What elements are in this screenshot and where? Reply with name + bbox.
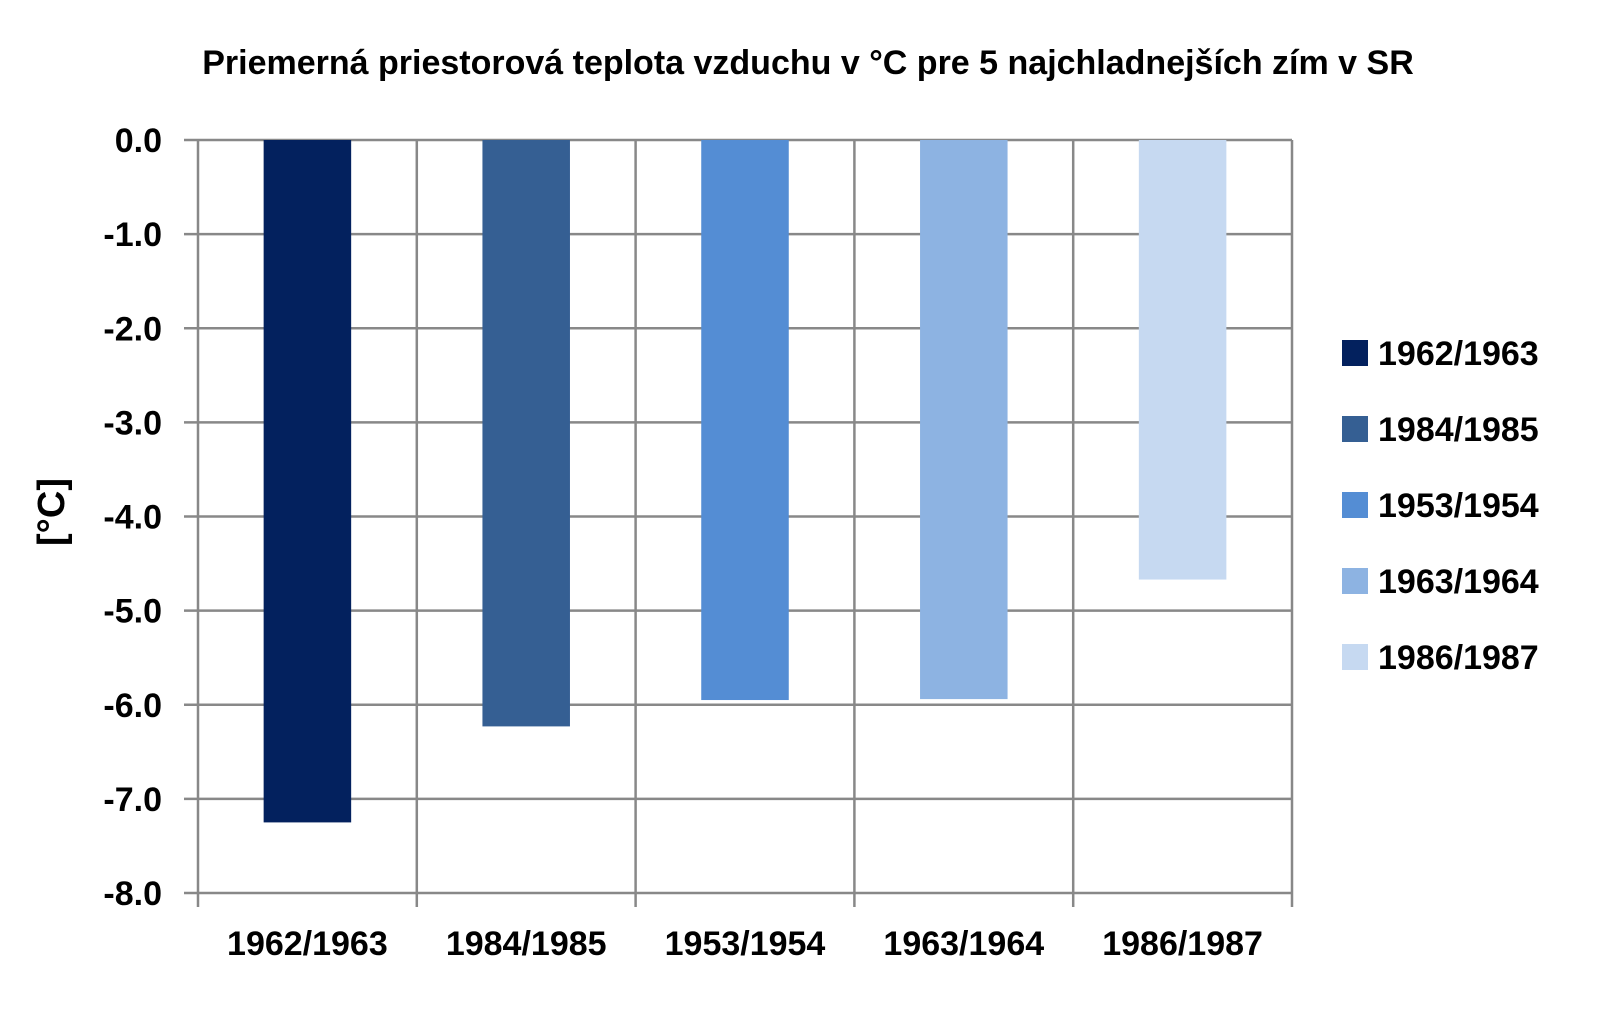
legend-swatch (1342, 492, 1368, 518)
y-tick-label: -6.0 (103, 687, 162, 725)
y-tick-label: -1.0 (103, 216, 162, 254)
y-tick-label: -4.0 (103, 499, 162, 537)
legend-swatch (1342, 568, 1368, 594)
y-tick-label: -8.0 (103, 875, 162, 913)
legend-label: 1986/1987 (1378, 639, 1539, 677)
y-axis-label: [°C] (31, 478, 73, 546)
y-tick-label: -5.0 (103, 593, 162, 631)
x-tick-label: 1963/1964 (883, 925, 1044, 963)
legend: 1962/1963 1984/1985 1953/1954 1963/1964 1986… (1342, 335, 1539, 677)
x-tick-label: 1986/1987 (1102, 925, 1263, 963)
y-tick-label: -7.0 (103, 781, 162, 819)
x-tick-labels: 1962/1963 1984/1985 1953/1954 1963/1964 1986… (227, 925, 1263, 963)
legend-label: 1962/1963 (1378, 335, 1539, 373)
legend-swatch (1342, 644, 1368, 670)
x-tick-label: 1953/1954 (665, 925, 826, 963)
legend-swatch (1342, 416, 1368, 442)
bar-1984-1985 (482, 140, 570, 727)
bar-1962-1963 (263, 140, 352, 823)
y-tick-label: -2.0 (103, 310, 162, 348)
y-tick-label: -3.0 (103, 404, 162, 442)
chart-title: Priemerná priestorová teplota vzduchu v … (202, 44, 1414, 82)
x-tick-label: 1962/1963 (227, 925, 388, 963)
bar-1953-1954 (701, 140, 789, 701)
bar-1986-1987 (1138, 140, 1227, 580)
legend-label: 1963/1964 (1378, 563, 1539, 601)
legend-label: 1953/1954 (1378, 487, 1539, 525)
y-tick-label: 0.0 (115, 122, 162, 160)
x-tick-label: 1984/1985 (446, 925, 607, 963)
bar-1963-1964 (920, 140, 1008, 700)
legend-label: 1984/1985 (1378, 411, 1539, 449)
y-tick-labels: 0.0 -1.0 -2.0 -3.0 -4.0 -5.0 -6.0 -7.0 -8.0 (103, 122, 162, 913)
legend-swatch (1342, 340, 1368, 366)
bars (263, 140, 1227, 823)
